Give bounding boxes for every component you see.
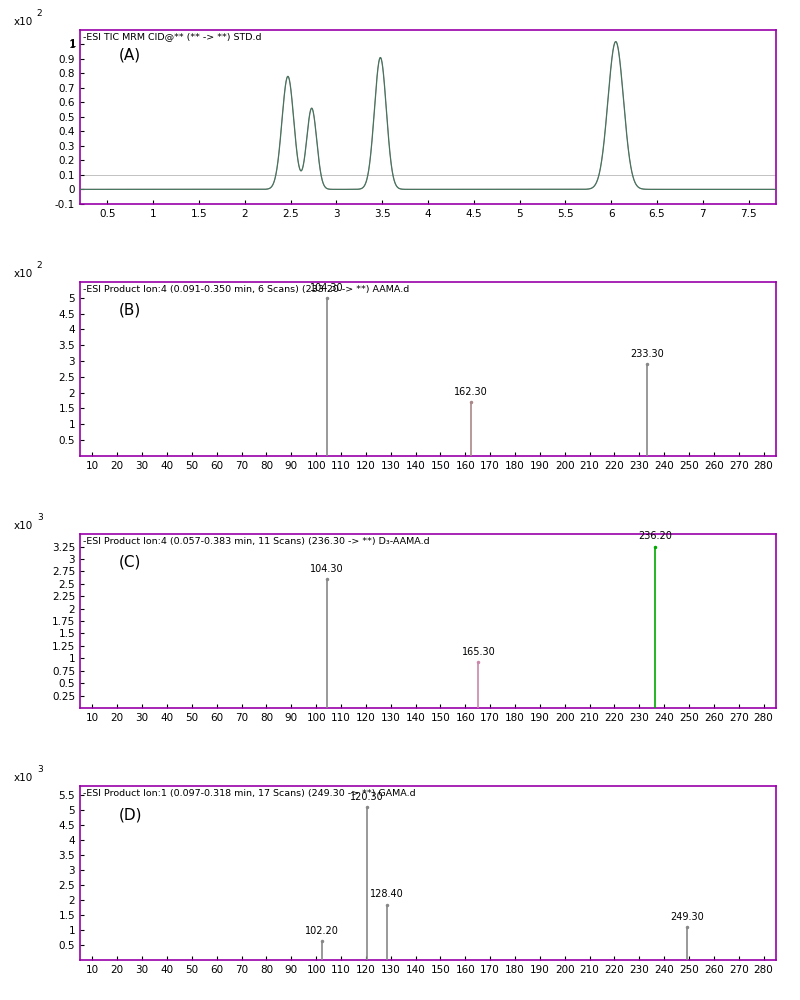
- Text: 236.20: 236.20: [638, 531, 672, 541]
- Text: 233.30: 233.30: [630, 349, 664, 359]
- Text: (C): (C): [118, 555, 141, 570]
- Text: 1: 1: [70, 39, 77, 49]
- Text: x10: x10: [14, 521, 33, 531]
- Text: -ESI TIC MRM CID@** (** -> **) STD.d: -ESI TIC MRM CID@** (** -> **) STD.d: [83, 33, 262, 42]
- Text: 104.30: 104.30: [310, 283, 344, 293]
- Text: 2: 2: [37, 261, 42, 270]
- Text: 162.30: 162.30: [454, 387, 488, 397]
- Text: 2: 2: [37, 9, 42, 18]
- Text: -ESI Product Ion:1 (0.097-0.318 min, 17 Scans) (249.30 -> **) GAMA.d: -ESI Product Ion:1 (0.097-0.318 min, 17 …: [83, 789, 416, 798]
- Text: 104.30: 104.30: [310, 564, 344, 574]
- Text: x10: x10: [14, 773, 33, 783]
- Text: (D): (D): [118, 807, 142, 822]
- Text: x10: x10: [14, 17, 33, 27]
- Text: 128.40: 128.40: [370, 889, 404, 899]
- Text: 165.30: 165.30: [462, 647, 495, 657]
- Text: 3: 3: [37, 765, 42, 774]
- Text: (A): (A): [118, 47, 141, 62]
- Text: -ESI Product Ion:4 (0.091-0.350 min, 6 Scans) (233.20 -> **) AAMA.d: -ESI Product Ion:4 (0.091-0.350 min, 6 S…: [83, 285, 410, 294]
- Text: 120.30: 120.30: [350, 792, 383, 802]
- Text: 3: 3: [37, 513, 42, 522]
- Text: (B): (B): [118, 303, 141, 318]
- Text: 102.20: 102.20: [305, 926, 338, 936]
- Text: -ESI Product Ion:4 (0.057-0.383 min, 11 Scans) (236.30 -> **) D₃-AAMA.d: -ESI Product Ion:4 (0.057-0.383 min, 11 …: [83, 537, 430, 546]
- Text: x10: x10: [14, 269, 33, 279]
- Text: 249.30: 249.30: [670, 912, 704, 922]
